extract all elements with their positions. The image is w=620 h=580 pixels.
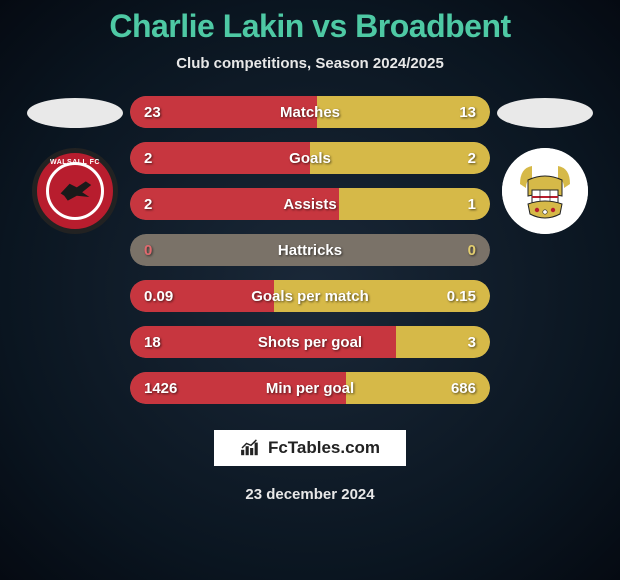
page-subtitle: Club competitions, Season 2024/2025 xyxy=(176,55,444,72)
right-player-placeholder xyxy=(497,98,593,128)
stat-label: Matches xyxy=(280,104,340,121)
stat-label: Min per goal xyxy=(266,380,354,397)
stat-value-left: 18 xyxy=(144,334,161,351)
left-club-badge: WALSALL FC xyxy=(32,148,118,234)
left-side: WALSALL FC xyxy=(20,96,130,234)
stat-label: Hattricks xyxy=(278,242,342,259)
stat-row: 2 2 Goals xyxy=(130,142,490,174)
stat-value-right: 1 xyxy=(468,196,476,213)
badge-left-ring xyxy=(46,162,104,220)
main-area: WALSALL FC 2313Matches22Goals21Assists00… xyxy=(0,96,620,404)
stat-row: 23 13 Matches xyxy=(130,96,490,128)
stat-value-right: 2 xyxy=(468,150,476,167)
stat-value-right: 686 xyxy=(451,380,476,397)
swift-icon xyxy=(57,179,93,203)
viking-badge-icon xyxy=(502,148,588,234)
comparison-card: Charlie Lakin vs Broadbent Club competit… xyxy=(0,0,620,580)
stat-value-right: 13 xyxy=(459,104,476,121)
stat-label: Goals xyxy=(289,150,331,167)
stat-value-left: 1426 xyxy=(144,380,177,397)
stat-row: 0.09 0.15 Goals per match xyxy=(130,280,490,312)
stat-value-left: 0.09 xyxy=(144,288,173,305)
stat-row: 1426 686 Min per goal xyxy=(130,372,490,404)
stat-value-right: 0 xyxy=(468,242,476,259)
stat-row: 18 3 Shots per goal xyxy=(130,326,490,358)
stat-bar-right xyxy=(310,142,490,174)
stat-label: Shots per goal xyxy=(258,334,362,351)
stat-row: 0 0 Hattricks xyxy=(130,234,490,266)
stat-value-right: 3 xyxy=(468,334,476,351)
chart-icon xyxy=(240,439,262,457)
footer-brand[interactable]: FcTables.com xyxy=(214,430,406,466)
stat-row: 2 1 Assists xyxy=(130,188,490,220)
stat-value-left: 2 xyxy=(144,196,152,213)
stat-label: Goals per match xyxy=(251,288,369,305)
right-club-badge xyxy=(502,148,588,234)
footer-brand-text: FcTables.com xyxy=(268,438,380,458)
stat-value-left: 0 xyxy=(144,242,152,259)
right-side xyxy=(490,96,600,234)
stat-value-left: 2 xyxy=(144,150,152,167)
stat-bar-left xyxy=(130,142,310,174)
left-player-placeholder xyxy=(27,98,123,128)
stats-column: 23 13 Matches 2 2 Goals 2 1 Assists 0 0 Hattricks 0.… xyxy=(130,96,490,404)
footer-date: 23 december 2024 xyxy=(245,486,374,503)
stat-label: Assists xyxy=(283,196,336,213)
stat-value-right: 0.15 xyxy=(447,288,476,305)
page-title: Charlie Lakin vs Broadbent xyxy=(109,8,510,45)
stat-value-left: 23 xyxy=(144,104,161,121)
